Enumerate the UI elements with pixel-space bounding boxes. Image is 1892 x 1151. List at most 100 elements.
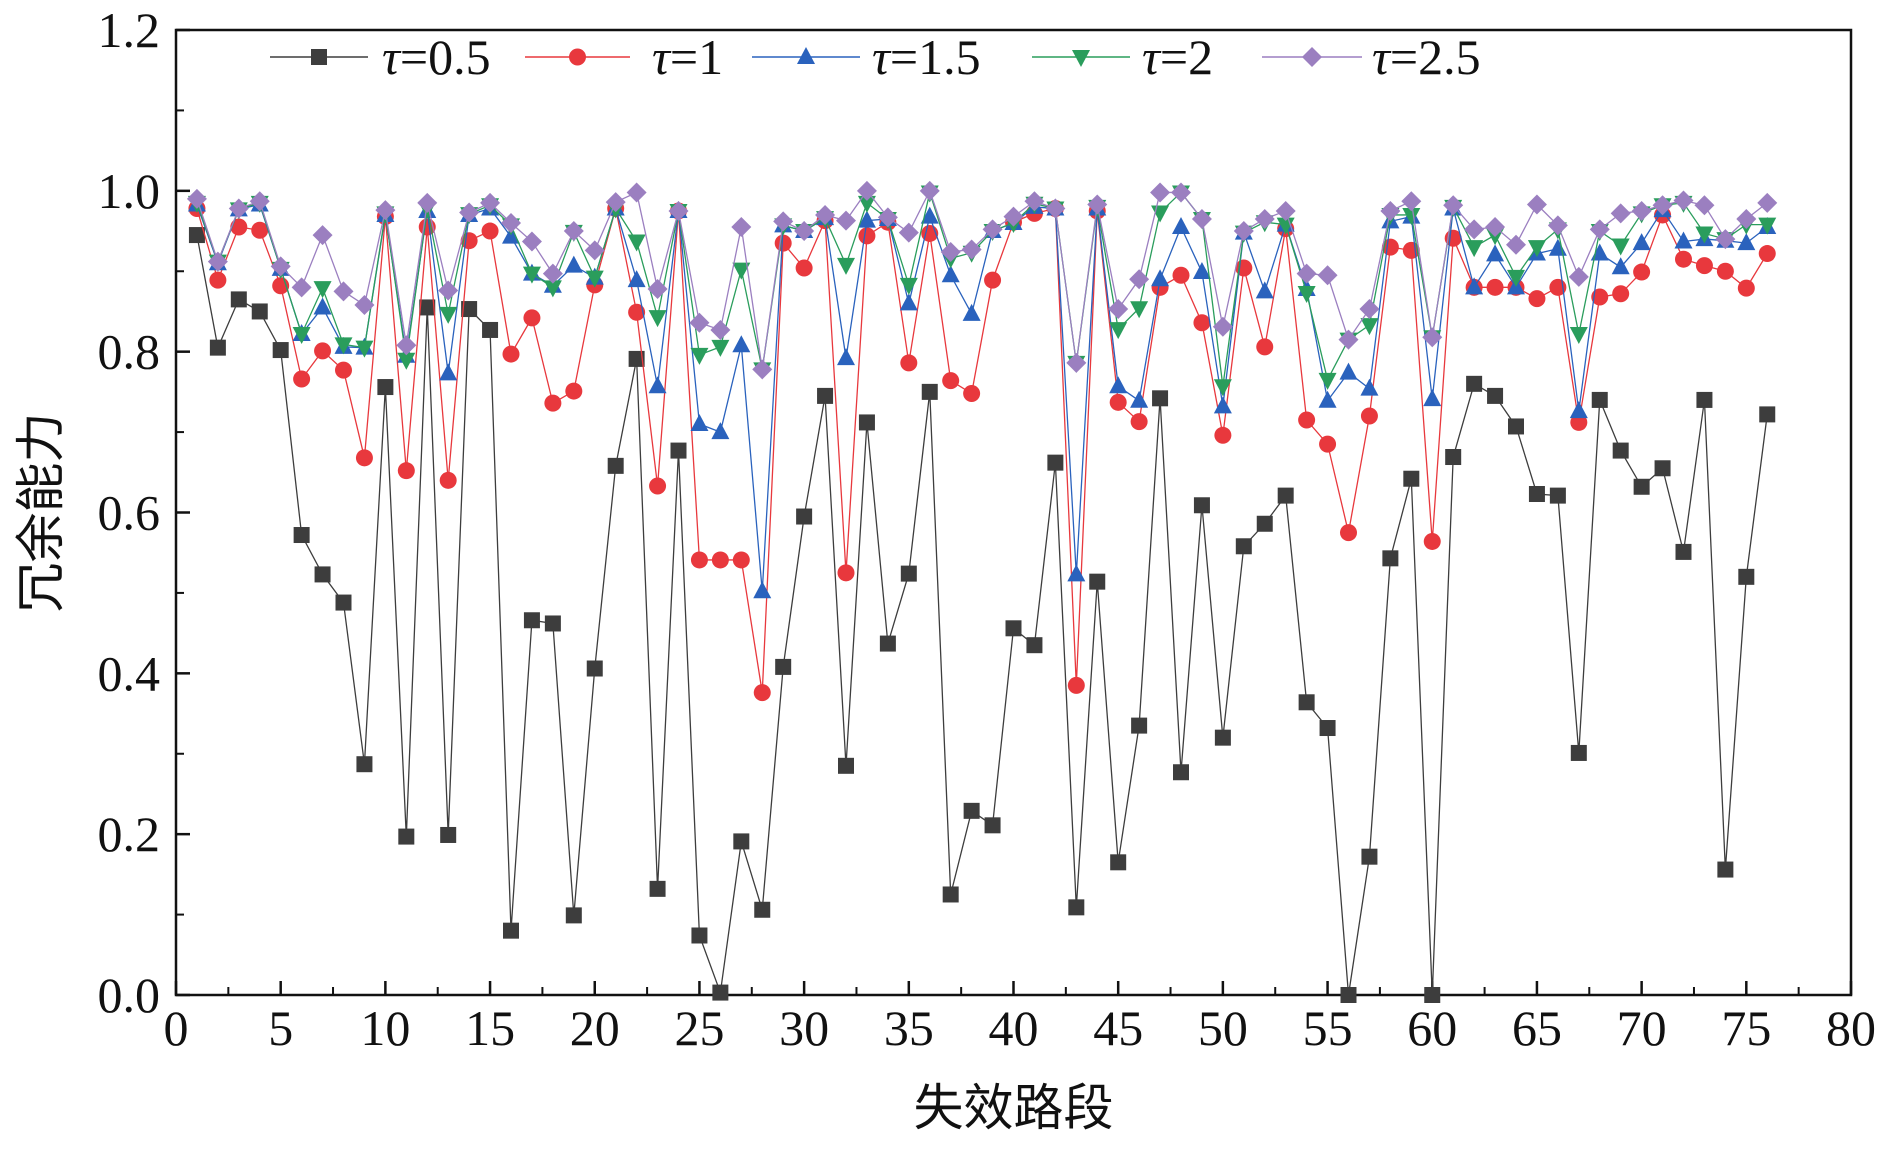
data-point [186, 188, 207, 209]
data-point [1423, 389, 1442, 407]
data-point [753, 581, 772, 599]
data-point [354, 295, 375, 316]
data-point [375, 200, 396, 221]
data-point [919, 180, 940, 201]
x-tick-label: 50 [1198, 1000, 1248, 1056]
data-point [1339, 362, 1358, 380]
data-point [207, 251, 228, 272]
data-point [1193, 497, 1210, 514]
data-point [523, 612, 540, 629]
data-point [712, 984, 729, 1001]
data-point [1485, 217, 1506, 238]
y-axis-title: 冗余能力 [12, 413, 70, 613]
series-line [196, 207, 1768, 693]
legend: τ=0.5 τ=1 τ=1.5 τ=2 τ=2.5 [270, 29, 1481, 85]
data-point [1736, 208, 1757, 229]
data-point [1738, 568, 1755, 585]
data-point [1507, 269, 1525, 287]
data-point [898, 222, 919, 243]
data-point [542, 263, 563, 284]
data-point [689, 312, 710, 333]
x-tick-label: 5 [268, 1000, 293, 1056]
data-point [1465, 277, 1484, 295]
data-point [774, 234, 792, 252]
legend-marker [797, 47, 815, 64]
data-point [1422, 327, 1443, 348]
data-point [1569, 326, 1588, 344]
data-point [1213, 379, 1232, 397]
data-point [1026, 637, 1043, 654]
data-point [1612, 442, 1629, 459]
data-point [794, 221, 815, 242]
data-point [921, 383, 938, 400]
data-point [314, 342, 332, 360]
legend-label: τ=1 [652, 29, 723, 85]
data-point [334, 337, 353, 355]
data-point [795, 259, 813, 277]
data-point [1382, 550, 1399, 567]
data-point [249, 191, 270, 212]
data-point [733, 833, 750, 850]
legend-symbol: τ [1372, 29, 1392, 85]
data-point [355, 449, 373, 467]
data-point [1173, 764, 1189, 781]
data-point [544, 394, 562, 412]
x-tick-label: 60 [1407, 1000, 1457, 1056]
data-point [1192, 262, 1211, 280]
data-point [1612, 285, 1630, 303]
legend-value: =1 [670, 29, 723, 85]
data-point [565, 382, 583, 400]
data-point [502, 345, 520, 363]
series-line [196, 189, 1768, 370]
data-point [544, 615, 561, 632]
y-tick-label: 1.0 [98, 163, 161, 219]
data-point [1152, 390, 1169, 407]
data-point [209, 271, 227, 289]
y-tick-label: 0.6 [98, 485, 161, 541]
data-point [1151, 269, 1170, 287]
data-point [1233, 221, 1254, 242]
data-point [1130, 390, 1149, 408]
x-axis-ticks: 0 5 10 15 20 25 30 35 40 45 50 55 60 65 70 75 80 [164, 981, 1876, 1056]
data-point [1359, 299, 1380, 320]
data-point [1109, 376, 1128, 394]
x-tick-label: 40 [989, 1000, 1039, 1056]
data-point [605, 192, 626, 213]
data-point [1591, 391, 1608, 408]
series-5 [186, 180, 1778, 380]
legend-symbol: τ [652, 29, 672, 85]
data-point [439, 306, 458, 324]
data-point [1361, 848, 1378, 865]
data-point [482, 321, 499, 338]
series-line [196, 234, 1768, 996]
series-layer [186, 180, 1778, 1003]
x-tick-label: 70 [1617, 1000, 1667, 1056]
legend-item-1: τ=0.5 [270, 29, 491, 85]
data-point [251, 221, 269, 239]
data-point [1193, 314, 1211, 332]
data-point [1047, 454, 1064, 471]
data-point [858, 414, 875, 431]
data-point [1360, 378, 1379, 396]
data-point [628, 350, 645, 367]
data-point [1297, 285, 1316, 303]
x-tick-label: 65 [1512, 1000, 1562, 1056]
data-point [1005, 620, 1022, 637]
data-point [1317, 265, 1338, 286]
data-point [711, 339, 730, 357]
data-point [1443, 195, 1464, 216]
data-point [984, 271, 1002, 289]
data-point [941, 265, 960, 283]
data-point [856, 180, 877, 201]
data-point [942, 372, 960, 390]
data-point [314, 566, 331, 583]
data-point [312, 225, 333, 246]
data-point [230, 218, 248, 236]
legend-symbol: τ [1142, 29, 1162, 85]
data-point [1235, 538, 1252, 555]
data-point [1570, 413, 1588, 431]
data-point [732, 551, 750, 569]
data-point [419, 299, 436, 316]
data-point [335, 594, 352, 611]
